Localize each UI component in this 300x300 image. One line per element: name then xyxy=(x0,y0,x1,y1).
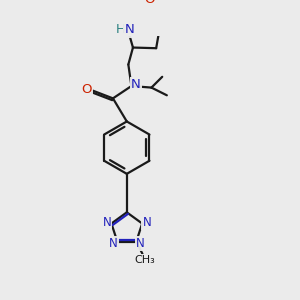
Text: CH₃: CH₃ xyxy=(134,255,155,265)
Text: O: O xyxy=(82,82,92,96)
Text: N: N xyxy=(124,23,134,37)
Text: O: O xyxy=(144,0,155,6)
Text: N: N xyxy=(102,216,111,229)
Text: N: N xyxy=(142,216,151,229)
Text: N: N xyxy=(136,237,145,250)
Text: N: N xyxy=(131,78,141,91)
Text: H: H xyxy=(116,23,126,37)
Text: N: N xyxy=(109,237,118,250)
